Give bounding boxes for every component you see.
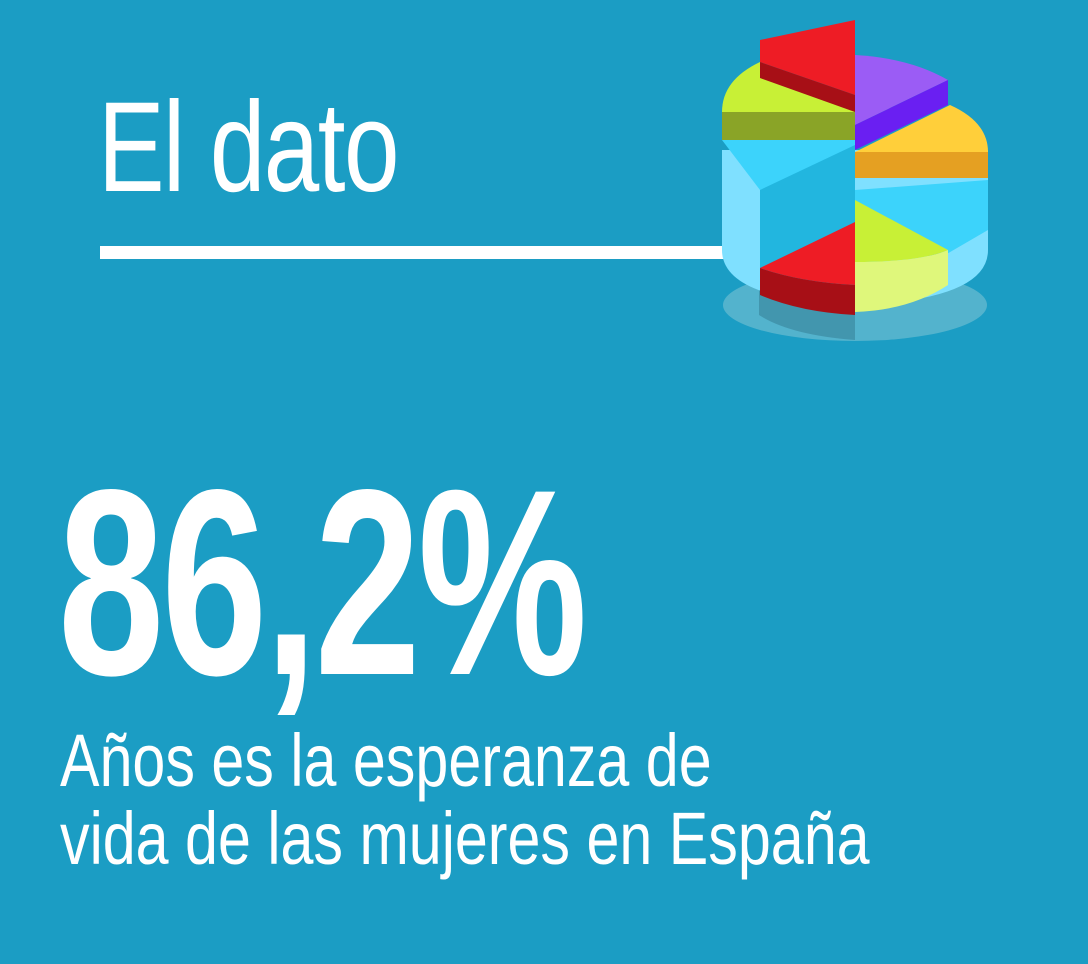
stat-description: Años es la esperanza de vida de las muje… [60, 722, 870, 878]
stat-description-line: Años es la esperanza de [60, 719, 712, 802]
stat-description-line: vida de las mujeres en España [60, 797, 870, 880]
pie-chart-icon [722, 20, 988, 341]
stat-value: 86,2% [58, 435, 587, 731]
page-title: El dato [98, 76, 399, 219]
title-underline [100, 246, 740, 259]
